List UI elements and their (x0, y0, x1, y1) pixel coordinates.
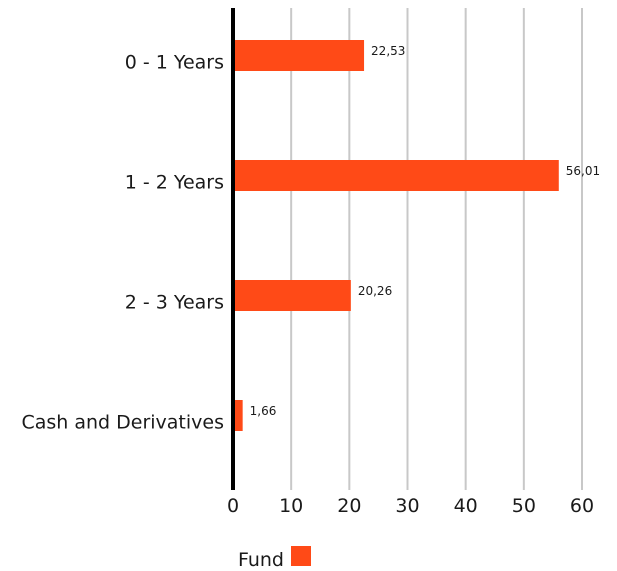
data-label: 22,53 (371, 44, 405, 58)
x-tick-label: 10 (279, 495, 303, 517)
x-tick-label: 60 (570, 495, 594, 517)
data-label: 56,01 (566, 164, 600, 178)
grid-lines (290, 8, 583, 490)
category-labels: 0 - 1 Years 1 - 2 Years 2 - 3 Years Cash an… (21, 52, 224, 434)
category-label: 0 - 1 Years (125, 52, 224, 74)
bar (233, 40, 365, 71)
data-label: 1,66 (250, 404, 277, 418)
x-tick-label: 30 (395, 495, 419, 517)
x-tick-label: 0 (227, 495, 239, 517)
x-tick-label: 50 (512, 495, 536, 517)
x-tick-label: 40 (454, 495, 478, 517)
legend: Fund (238, 546, 311, 571)
category-label: 1 - 2 Years (125, 172, 224, 194)
category-label: Cash and Derivatives (21, 412, 224, 434)
data-labels: 22,53 56,01 20,26 1,66 (250, 44, 600, 418)
bar (233, 280, 351, 311)
legend-swatch (291, 546, 311, 566)
x-tick-labels: 0 10 20 30 40 50 60 (227, 495, 594, 517)
data-label: 20,26 (358, 284, 392, 298)
bar (233, 160, 559, 191)
category-label: 2 - 3 Years (125, 292, 224, 314)
bar (233, 400, 243, 431)
x-tick-label: 20 (337, 495, 361, 517)
legend-label: Fund (238, 549, 284, 571)
bars (233, 40, 559, 431)
